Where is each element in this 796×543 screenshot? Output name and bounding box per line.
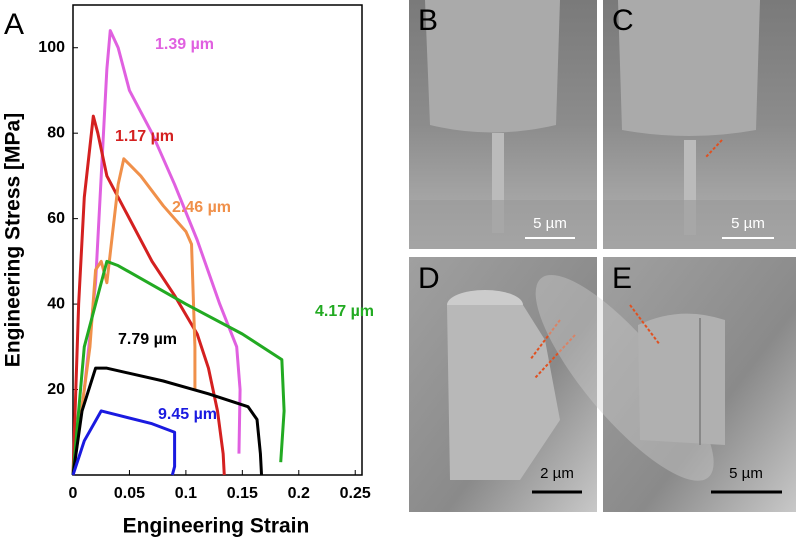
sem-image-e <box>535 257 796 512</box>
x-axis-title: Engineering Strain <box>123 515 310 538</box>
sem-image-b <box>409 0 597 249</box>
curve-label: 2.46 µm <box>172 199 231 216</box>
x-tick-label: 0.2 <box>288 485 310 502</box>
x-tick-label: 0.05 <box>114 485 145 502</box>
panel-label: C <box>612 4 634 37</box>
scale-bar-label: 5 µm <box>533 215 567 232</box>
x-tick-label: 0.1 <box>175 485 197 502</box>
curve-label: 1.17 µm <box>115 128 174 145</box>
curve-label: 9.45 µm <box>158 406 217 423</box>
x-tick-label: 0.25 <box>340 485 371 502</box>
sem-image-d <box>409 257 597 512</box>
sem-image-c <box>603 0 796 249</box>
y-tick-label: 20 <box>47 381 65 398</box>
y-tick-label: 100 <box>38 39 65 56</box>
curve-label: 4.17 µm <box>315 303 374 320</box>
panel-label: E <box>612 262 632 295</box>
scale-bar-label: 2 µm <box>540 465 574 482</box>
panel-label: B <box>418 4 438 37</box>
x-tick-label: 0 <box>69 485 78 502</box>
stress-strain-curve <box>71 114 226 476</box>
y-axis-title: Engineering Stress [MPa] <box>2 113 25 367</box>
panel-label: A <box>4 8 24 41</box>
plot-frame <box>72 4 363 476</box>
panel-label: D <box>418 262 440 295</box>
curve-label: 1.39 µm <box>155 36 214 53</box>
scale-bar-label: 5 µm <box>729 465 763 482</box>
stress-strain-curve <box>71 409 177 476</box>
stress-strain-curve <box>71 259 286 476</box>
y-tick-label: 80 <box>47 124 65 141</box>
stress-strain-curve <box>71 29 242 476</box>
stress-strain-curve <box>71 157 197 476</box>
curve-label: 7.79 µm <box>118 331 177 348</box>
stress-strain-curve <box>71 366 264 476</box>
y-tick-label: 60 <box>47 210 65 227</box>
x-tick-label: 0.15 <box>227 485 258 502</box>
scale-bar-label: 5 µm <box>731 215 765 232</box>
y-tick-label: 40 <box>47 295 65 312</box>
